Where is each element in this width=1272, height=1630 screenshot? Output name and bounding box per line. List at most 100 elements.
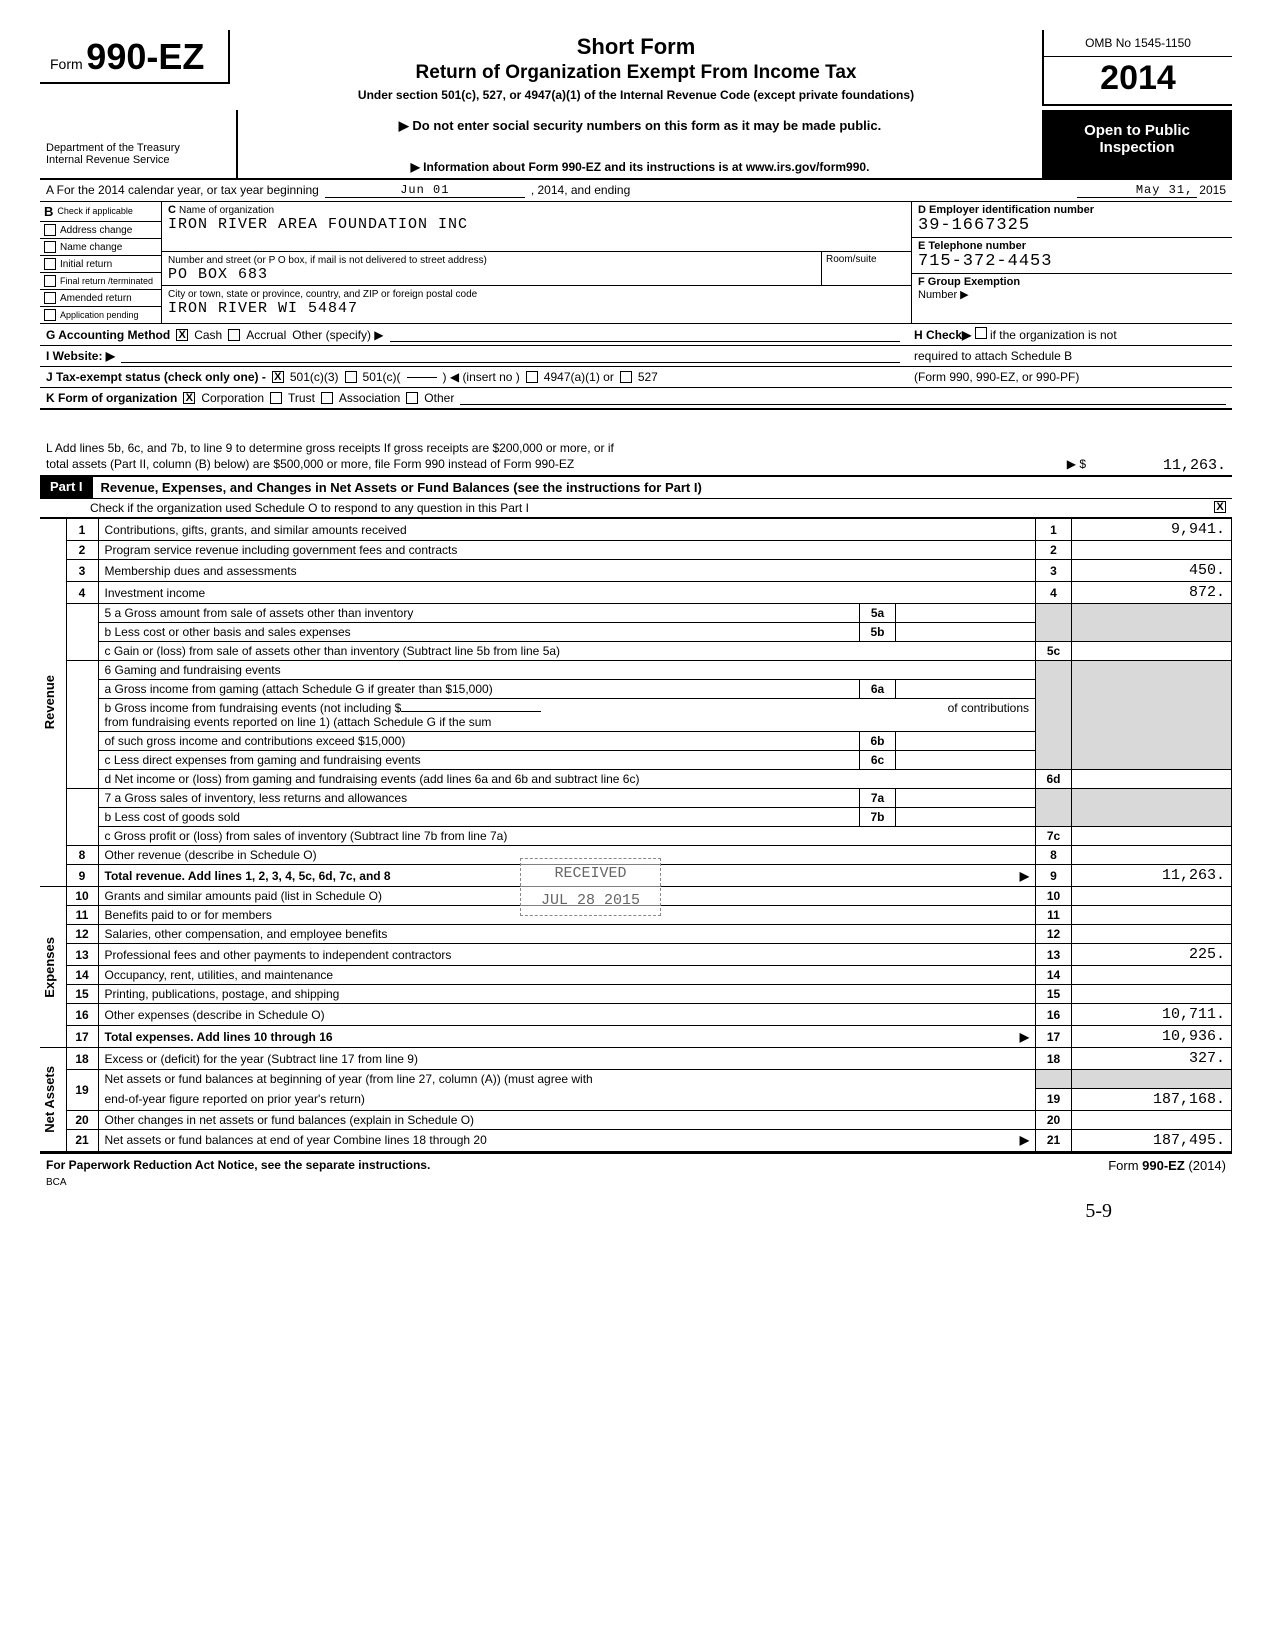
g-label: G Accounting Method bbox=[46, 328, 170, 342]
amt-21: 187,495. bbox=[1072, 1129, 1232, 1151]
chk-other[interactable] bbox=[406, 392, 418, 404]
form-under: Under section 501(c), 527, or 4947(a)(1)… bbox=[250, 88, 1022, 102]
amt-17: 10,936. bbox=[1072, 1026, 1232, 1048]
h-text3: (Form 990, 990-EZ, or 990-PF) bbox=[906, 370, 1226, 384]
row-i: I Website: ▶ required to attach Schedule… bbox=[40, 346, 1232, 367]
period-begin: Jun 01 bbox=[325, 183, 525, 198]
period-end-year: 20201515 bbox=[1199, 183, 1226, 198]
website-fill[interactable] bbox=[121, 349, 900, 363]
netassets-label: Net Assets bbox=[40, 1062, 59, 1137]
amt-16: 10,711. bbox=[1072, 1004, 1232, 1026]
dept-box: Department of the Treasury Internal Reve… bbox=[40, 110, 238, 180]
city: IRON RIVER WI 54847 bbox=[168, 300, 358, 317]
chk-527[interactable] bbox=[620, 371, 632, 383]
part1-table: Revenue 1 Contributions, gifts, grants, … bbox=[40, 518, 1232, 1152]
amt-4: 872. bbox=[1072, 582, 1232, 604]
d-label: D Employer identification number bbox=[918, 204, 1094, 216]
chk-name-change[interactable]: Name change bbox=[40, 239, 161, 256]
part1-tag: Part I bbox=[40, 477, 93, 498]
chk-h[interactable] bbox=[975, 327, 987, 339]
footer-row: For Paperwork Reduction Act Notice, see … bbox=[40, 1152, 1232, 1175]
k-other-fill[interactable] bbox=[460, 391, 1226, 405]
chk-corp[interactable] bbox=[183, 392, 195, 404]
second-header-row: Department of the Treasury Internal Reve… bbox=[40, 110, 1232, 180]
tax-year: 2014 bbox=[1044, 57, 1232, 104]
l-line1: L Add lines 5b, 6c, and 7b, to line 9 to… bbox=[40, 440, 1232, 456]
amt-2 bbox=[1072, 541, 1232, 560]
dept-line1: Department of the Treasury bbox=[46, 142, 230, 154]
header-grid: B Check if applicable Address change Nam… bbox=[40, 202, 1232, 324]
c-sub: Name of organization bbox=[179, 205, 274, 216]
revenue-label: Revenue bbox=[40, 671, 59, 733]
chk-amended[interactable]: Amended return bbox=[40, 290, 161, 307]
ssn-warning: ▶ Do not enter social security numbers o… bbox=[248, 118, 1032, 134]
c-label: C bbox=[168, 204, 176, 216]
chk-cash[interactable] bbox=[176, 329, 188, 341]
paperwork-notice: For Paperwork Reduction Act Notice, see … bbox=[46, 1158, 430, 1173]
chk-final-return[interactable]: Final return /terminated bbox=[40, 273, 161, 290]
e-label: E Telephone number bbox=[918, 240, 1026, 252]
chk-app-pending[interactable]: Application pending bbox=[40, 307, 161, 323]
city-label: City or town, state or province, country… bbox=[168, 289, 477, 300]
part1-title: Revenue, Expenses, and Changes in Net As… bbox=[93, 478, 1232, 497]
chk-address-change[interactable]: Address change bbox=[40, 222, 161, 239]
amt-18: 327. bbox=[1072, 1048, 1232, 1070]
amt-1: 9,941. bbox=[1072, 519, 1232, 541]
h-text2: required to attach Schedule B bbox=[906, 349, 1226, 363]
j-label: J Tax-exempt status (check only one) - bbox=[46, 370, 266, 384]
amt-19: 187,168. bbox=[1072, 1088, 1232, 1110]
l-amount: 11,263. bbox=[1086, 457, 1226, 474]
form-number-box: Form 990-EZ bbox=[40, 30, 230, 84]
l-line2: total assets (Part II, column (B) below)… bbox=[40, 456, 1232, 475]
info-link: ▶ Information about Form 990-EZ and its … bbox=[248, 160, 1032, 174]
line-a-text: A For the 2014 calendar year, or tax yea… bbox=[46, 183, 319, 198]
h-text: if the organization is not bbox=[990, 328, 1117, 342]
form-title: Short Form bbox=[250, 34, 1022, 60]
form-footer-id: Form 990-EZ (2014) bbox=[1108, 1158, 1226, 1173]
ein: 39-1667325 bbox=[918, 216, 1030, 235]
amt-13: 225. bbox=[1072, 944, 1232, 966]
expenses-label: Expenses bbox=[40, 933, 59, 1002]
col-b-checks: B Check if applicable Address change Nam… bbox=[40, 202, 162, 323]
period-end: May 31, bbox=[1077, 183, 1197, 198]
k-label: K Form of organization bbox=[46, 391, 177, 405]
row-k: K Form of organization Corporation Trust… bbox=[40, 388, 1232, 410]
phone: 715-372-4453 bbox=[918, 252, 1052, 271]
chk-accrual[interactable] bbox=[228, 329, 240, 341]
dept-line2: Internal Revenue Service bbox=[46, 154, 230, 166]
chk-501c[interactable] bbox=[345, 371, 357, 383]
bca: BCA bbox=[40, 1175, 1232, 1190]
row-j: J Tax-exempt status (check only one) - 5… bbox=[40, 367, 1232, 388]
room-suite: Room/suite bbox=[821, 252, 911, 286]
chk-schedule-o[interactable] bbox=[1214, 501, 1226, 513]
chk-4947[interactable] bbox=[526, 371, 538, 383]
form-subtitle: Return of Organization Exempt From Incom… bbox=[250, 62, 1022, 84]
part1-header: Part I Revenue, Expenses, and Changes in… bbox=[40, 475, 1232, 499]
form-title-block: Short Form Return of Organization Exempt… bbox=[238, 30, 1034, 106]
line-a: A For the 2014 calendar year, or tax yea… bbox=[40, 180, 1232, 202]
mid-instructions: ▶ Do not enter social security numbers o… bbox=[238, 110, 1042, 180]
amt-9: 11,263. bbox=[1072, 865, 1232, 887]
chk-trust[interactable] bbox=[270, 392, 282, 404]
addr: PO BOX 683 bbox=[168, 266, 268, 283]
b-label: B bbox=[44, 204, 53, 219]
line-a-mid: , 2014, and ending bbox=[531, 183, 630, 198]
form-prefix: Form bbox=[50, 56, 83, 72]
omb-number: OMB No 1545-1150 bbox=[1044, 30, 1232, 57]
b-sub: Check if applicable bbox=[57, 207, 133, 216]
chk-501c3[interactable] bbox=[272, 371, 284, 383]
form-header-row: Form 990-EZ Short Form Return of Organiz… bbox=[40, 30, 1232, 106]
received-stamp: RECEIVED JUL 28 2015 bbox=[520, 858, 661, 916]
chk-assoc[interactable] bbox=[321, 392, 333, 404]
open-inspection-box: Open to Public Inspection bbox=[1042, 110, 1232, 180]
f-label: F Group Exemption bbox=[918, 276, 1020, 288]
handwritten-note: 5-9 bbox=[40, 1200, 1232, 1223]
g-other-fill[interactable] bbox=[390, 328, 901, 342]
h-label: H Check▶ bbox=[914, 328, 971, 342]
f-sub: Number ▶ bbox=[918, 289, 969, 301]
omb-year-box: OMB No 1545-1150 2014 bbox=[1042, 30, 1232, 106]
i-label: I Website: ▶ bbox=[46, 349, 115, 363]
col-c: C Name of organization IRON RIVER AREA F… bbox=[162, 202, 912, 323]
check-o-row: Check if the organization used Schedule … bbox=[40, 499, 1232, 518]
chk-initial-return[interactable]: Initial return bbox=[40, 256, 161, 273]
